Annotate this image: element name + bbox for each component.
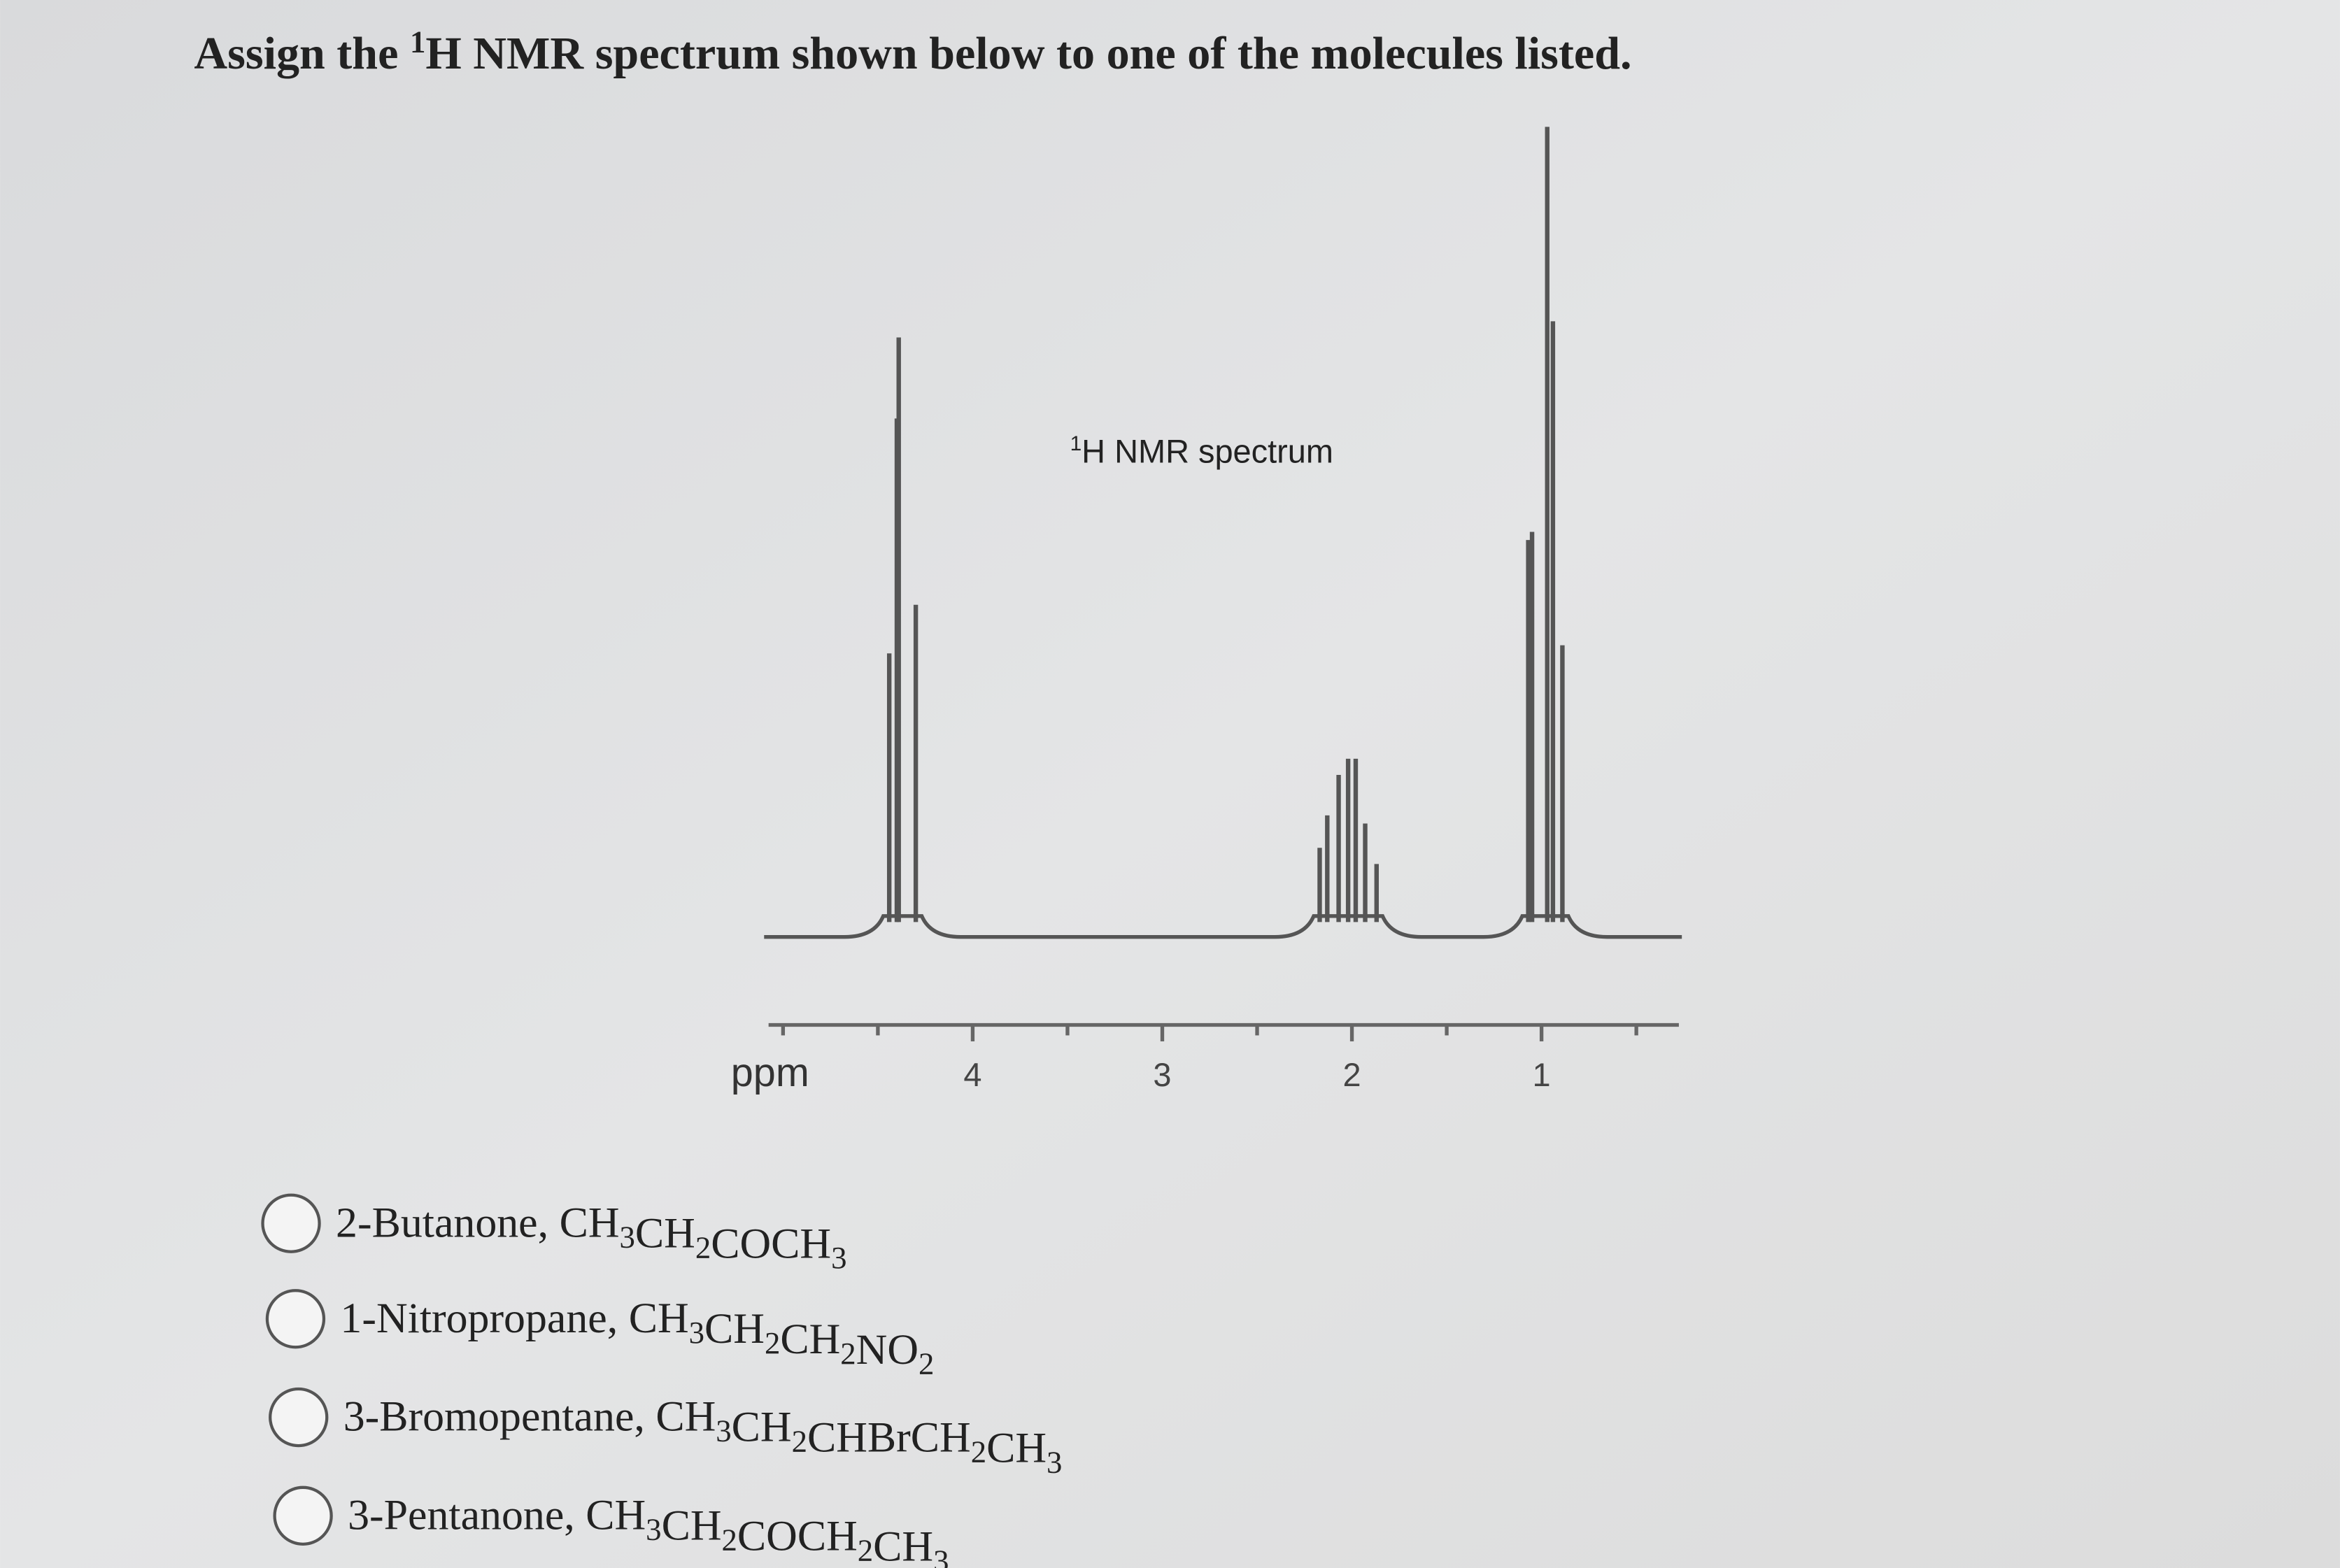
question-prefix: Assign the xyxy=(194,28,410,79)
x-tick-label: 1 xyxy=(1533,1057,1551,1093)
radio-button[interactable] xyxy=(265,1289,326,1349)
spectrum-title: 1H NMR spectrum xyxy=(1070,432,1333,469)
x-axis-label: ppm xyxy=(731,1050,809,1095)
option-formula[interactable]: CH3CH2COCH3 xyxy=(560,1199,847,1275)
spectrum-title-text: H NMR spectrum xyxy=(1082,433,1333,469)
option-label[interactable]: 1-Nitropropane, CH3CH2CH2NO2 xyxy=(340,1295,934,1381)
option-label[interactable]: 3-Pentanone, CH3CH2COCH2CH3 xyxy=(348,1492,949,1568)
x-tick-label: 3 xyxy=(1153,1057,1171,1093)
option-formula[interactable]: CH3CH2COCH2CH3 xyxy=(586,1492,949,1568)
option-label[interactable]: 3-Bromopentane, CH3CH2CHBrCH2CH3 xyxy=(343,1393,1063,1480)
x-tick-label: 4 xyxy=(963,1057,981,1093)
option-label[interactable]: 2-Butanone, CH3CH2COCH3 xyxy=(336,1199,846,1275)
option-name[interactable]: 3-Bromopentane, xyxy=(343,1393,656,1441)
spectrum: 4 3 2 1 ppm xyxy=(731,127,1682,1095)
option-name[interactable]: 3-Pentanone, xyxy=(348,1492,586,1539)
spectrum-title-superscript: 1 xyxy=(1070,432,1082,455)
x-tick-label: 2 xyxy=(1342,1057,1361,1093)
radio-button[interactable] xyxy=(269,1387,329,1448)
radio-button[interactable] xyxy=(273,1485,333,1546)
question-superscript: 1 xyxy=(410,24,425,59)
question: Assign the 1H NMR spectrum shown below t… xyxy=(194,24,1631,79)
options: 2-Butanone, CH3CH2COCH3 1-Nitropropane, C… xyxy=(261,1193,1063,1568)
option-formula[interactable]: CH3CH2CHBrCH2CH3 xyxy=(655,1393,1062,1480)
option-name[interactable]: 1-Nitropropane, xyxy=(340,1295,628,1342)
option-formula[interactable]: CH3CH2CH2NO2 xyxy=(629,1295,935,1381)
option-name[interactable]: 2-Butanone, xyxy=(336,1199,560,1246)
question-text: H NMR spectrum shown below to one of the… xyxy=(425,28,1631,79)
radio-button[interactable] xyxy=(261,1193,321,1253)
